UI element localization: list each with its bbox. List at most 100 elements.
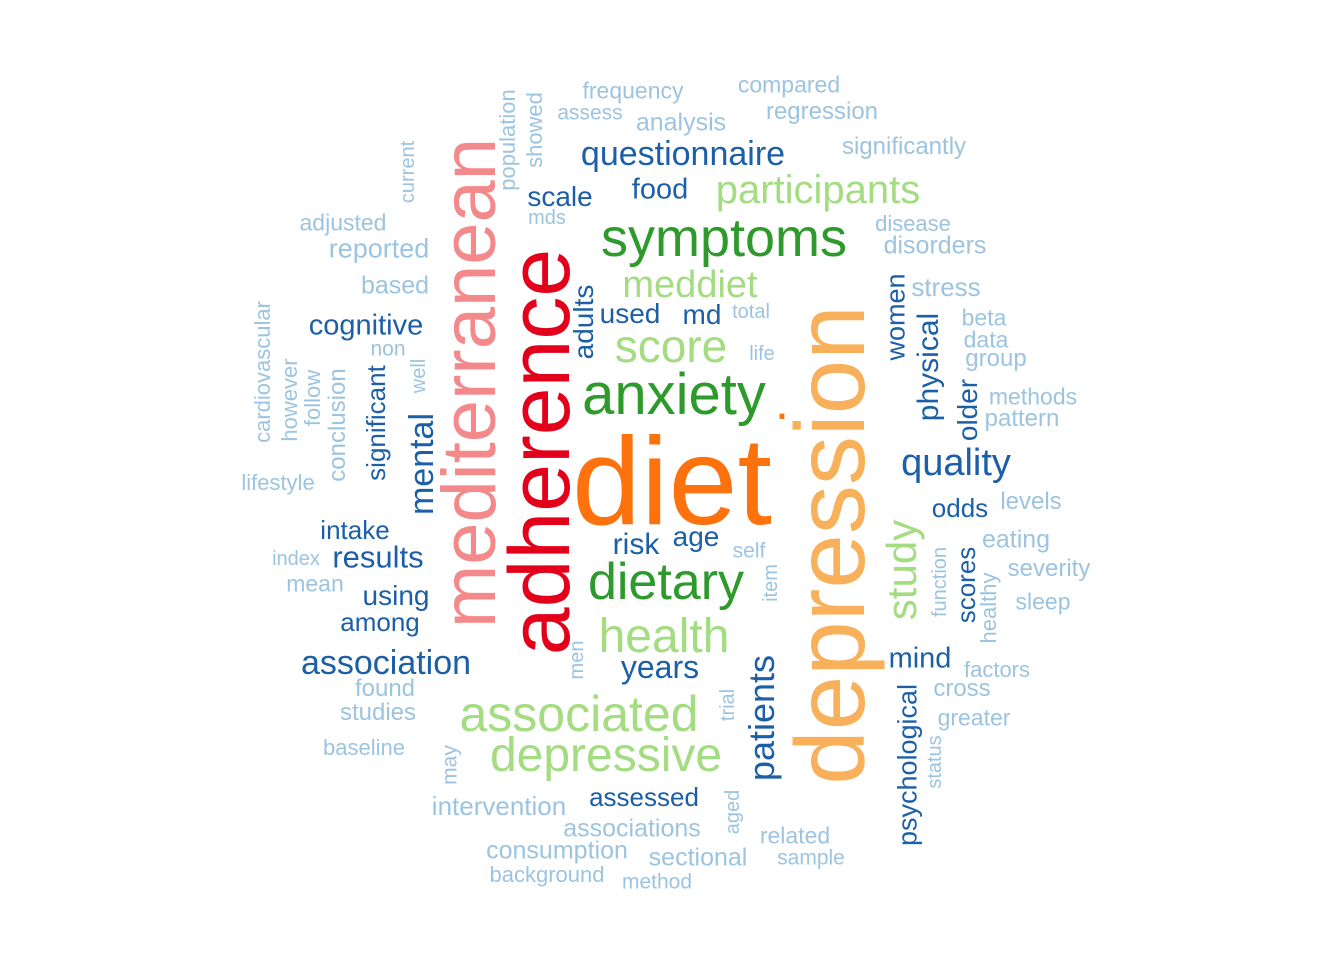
word-self: self bbox=[732, 539, 766, 563]
word-mental: mental bbox=[403, 412, 441, 516]
word-patients: patients bbox=[741, 654, 782, 782]
word-assessed: assessed bbox=[589, 782, 699, 812]
word-older: older bbox=[952, 378, 983, 442]
word-intervention: intervention bbox=[431, 791, 567, 821]
word-showed: showed bbox=[522, 92, 547, 168]
word-depressive: depressive bbox=[489, 729, 723, 782]
word-cross: cross bbox=[933, 675, 991, 702]
word-regression: regression bbox=[765, 98, 879, 125]
word-years: years bbox=[620, 649, 700, 685]
word-using: using bbox=[362, 580, 430, 611]
word-mean: mean bbox=[286, 570, 344, 597]
word-method: method bbox=[621, 870, 693, 894]
word-participants: participants bbox=[715, 168, 921, 212]
word-psychological: psychological bbox=[892, 683, 923, 847]
word-mediterranean: mediterranean bbox=[427, 137, 512, 629]
word-results: results bbox=[332, 539, 424, 575]
word-used: used bbox=[599, 298, 661, 329]
word-scale: scale bbox=[527, 181, 593, 212]
word-associated: associated bbox=[459, 686, 699, 742]
word-study: study bbox=[878, 519, 925, 621]
word-aged: aged bbox=[722, 789, 744, 835]
word-odds: odds bbox=[931, 493, 989, 523]
word-eating: eating bbox=[981, 525, 1051, 554]
word-score: score bbox=[614, 320, 728, 372]
word-dot: . bbox=[775, 374, 789, 430]
word-md: md bbox=[682, 299, 722, 330]
word-significant: significant bbox=[361, 365, 391, 481]
word-background: background bbox=[489, 862, 605, 887]
word-studies: studies bbox=[339, 699, 417, 726]
word-data: data bbox=[963, 326, 1009, 353]
word-questionnaire: questionnaire bbox=[580, 135, 786, 173]
word-intake: intake bbox=[320, 515, 390, 545]
word-cognitive: cognitive bbox=[308, 309, 424, 342]
word-life: life bbox=[749, 343, 775, 365]
word-pattern: pattern bbox=[984, 405, 1060, 432]
word-however: however bbox=[277, 358, 302, 442]
word-analysis: analysis bbox=[635, 108, 727, 137]
word-diet: diet bbox=[572, 413, 772, 551]
word-sectional: sectional bbox=[648, 843, 748, 872]
word-levels: levels bbox=[1000, 488, 1062, 515]
word-lifestyle: lifestyle bbox=[241, 470, 315, 495]
word-mind: mind bbox=[888, 642, 952, 675]
word-compared: compared bbox=[737, 71, 841, 98]
word-food: food bbox=[631, 173, 689, 206]
word-adjusted: adjusted bbox=[299, 209, 387, 236]
word-factors: factors bbox=[963, 657, 1031, 682]
word-related: related bbox=[759, 822, 831, 849]
word-group: group bbox=[965, 345, 1027, 372]
word-reported: reported bbox=[328, 233, 430, 264]
word-quality: quality bbox=[901, 442, 1011, 484]
word-function: function bbox=[929, 546, 951, 618]
word-age: age bbox=[672, 521, 720, 552]
word-trial: trial bbox=[717, 688, 739, 722]
word-may: may bbox=[438, 745, 462, 785]
word-health: health bbox=[598, 610, 730, 663]
word-beta: beta bbox=[961, 304, 1007, 331]
word-anxiety: anxiety bbox=[582, 362, 766, 427]
word-found: found bbox=[354, 675, 416, 702]
word-dietary: dietary bbox=[587, 553, 745, 611]
word-healthy: healthy bbox=[976, 572, 1001, 644]
word-association: association bbox=[300, 644, 472, 682]
word-assess: assess bbox=[557, 101, 623, 125]
word-men: men bbox=[566, 640, 588, 680]
word-population: population bbox=[495, 89, 520, 191]
word-baseline: baseline bbox=[323, 735, 405, 760]
word-item: item bbox=[760, 564, 782, 602]
word-greater: greater bbox=[937, 704, 1011, 731]
word-cardiovascular: cardiovascular bbox=[250, 301, 275, 443]
word-stress: stress bbox=[911, 272, 981, 302]
word-index: index bbox=[272, 548, 320, 570]
word-disease: disease bbox=[875, 211, 951, 236]
word-meddiet: meddiet bbox=[622, 264, 758, 306]
word-status: status bbox=[924, 735, 946, 789]
word-symptoms: symptoms bbox=[600, 208, 848, 268]
word-sleep: sleep bbox=[1015, 588, 1071, 615]
word-mds: mds bbox=[528, 207, 566, 229]
word-current: current bbox=[397, 140, 419, 204]
word-consumption: consumption bbox=[486, 836, 628, 865]
word-women: women bbox=[880, 273, 911, 361]
word-significantly: significantly bbox=[841, 133, 967, 160]
word-total: total bbox=[732, 301, 770, 323]
word-physical: physical bbox=[912, 312, 945, 422]
word-based: based bbox=[360, 271, 430, 300]
word-follow: follow bbox=[300, 369, 325, 427]
word-well: well bbox=[408, 358, 430, 394]
word-conclusion: conclusion bbox=[324, 368, 351, 482]
word-risk: risk bbox=[612, 528, 660, 561]
word-adults: adults bbox=[568, 284, 599, 360]
word-non: non bbox=[370, 337, 406, 361]
word-methods: methods bbox=[988, 383, 1078, 410]
word-severity: severity bbox=[1007, 555, 1091, 582]
word-depression: depression bbox=[775, 305, 885, 785]
word-associations: associations bbox=[563, 814, 701, 843]
word-disorders: disorders bbox=[883, 231, 987, 260]
word-among: among bbox=[340, 607, 420, 637]
word-sample: sample bbox=[777, 846, 845, 870]
word-frequency: frequency bbox=[582, 77, 684, 104]
